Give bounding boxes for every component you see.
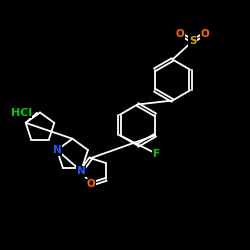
- Text: N: N: [53, 145, 62, 155]
- Text: O: O: [86, 179, 95, 189]
- Text: N: N: [77, 166, 86, 176]
- Text: F: F: [153, 149, 160, 159]
- Text: O: O: [200, 29, 209, 39]
- Text: S: S: [189, 36, 196, 46]
- Text: HCl: HCl: [11, 108, 32, 118]
- Text: O: O: [176, 29, 184, 39]
